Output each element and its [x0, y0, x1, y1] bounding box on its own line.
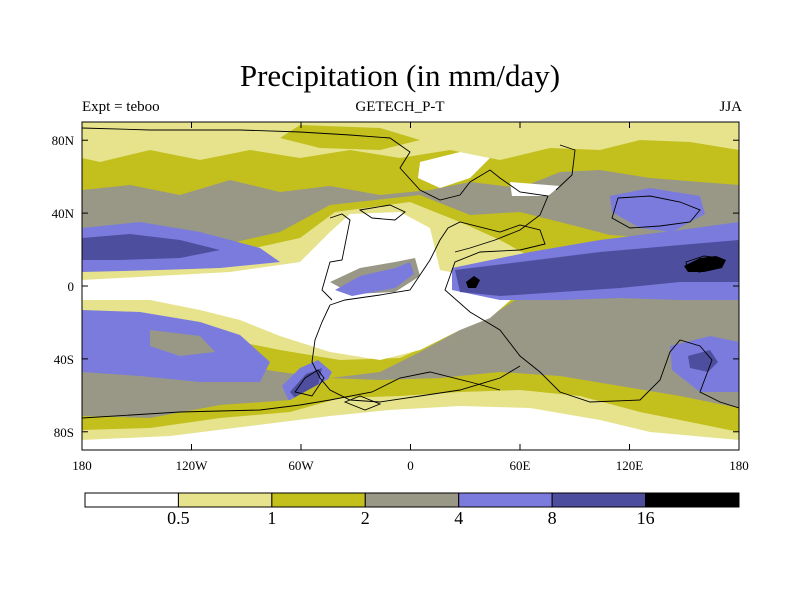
label-bar-swatch: [458, 492, 553, 508]
label-bar-swatch: [177, 492, 273, 508]
coastline-south-islands-2: [343, 395, 382, 411]
x-tick-label: 180: [72, 458, 92, 473]
precip-band-2-4-south-pacific: [150, 330, 215, 356]
x-tick-label: 0: [407, 458, 414, 473]
coastline-west-land: [358, 204, 406, 221]
chart-title: Precipitation (in mm/day): [239, 58, 561, 93]
label-bar-swatch: [364, 492, 460, 508]
y-tick-label: 40S: [54, 352, 74, 367]
coastline-gondwana: [329, 221, 739, 409]
coastline-tethys-west: [321, 213, 351, 301]
label-bar-swatch: [84, 492, 179, 508]
precip-band-1-2-arctic: [280, 125, 420, 150]
label-bar-level: 2: [361, 508, 370, 528]
precip-band-4-8-africa: [335, 262, 414, 296]
x-tick-label: 60W: [288, 458, 314, 473]
continent-outlines: [82, 127, 739, 419]
precip-band-lt05-antarctic: [82, 406, 739, 450]
label-bar-level: 4: [454, 508, 463, 528]
x-tick-label: 120W: [176, 458, 209, 473]
precip-band-4-8-east-small: [640, 200, 705, 218]
label-bar-swatch: [271, 492, 366, 508]
coastline-south-islands: [294, 369, 325, 397]
label-bar-level: 16: [637, 508, 655, 528]
y-tick-label: 40N: [52, 206, 75, 221]
precip-band-gt16-pacific: [684, 256, 726, 272]
coastline-south-america: [311, 304, 521, 403]
precip-band-lt05-north-asia: [418, 152, 490, 188]
precip-band-8-16-east-belt: [455, 240, 739, 296]
coastline-north: [82, 127, 549, 253]
precip-band-8-16-south-east: [688, 350, 718, 372]
y-tick-label: 80N: [52, 133, 75, 148]
season-label: JJA: [719, 99, 742, 115]
y-tick-label: 80S: [54, 425, 74, 440]
label-bar-swatch: [645, 492, 740, 508]
coastline-antarctic-shelf: [82, 371, 501, 419]
label-bar-level: 1: [267, 508, 276, 528]
label-bar-swatch: [551, 492, 647, 508]
precip-field: [82, 122, 739, 450]
coastline-pacific-island: [685, 255, 723, 273]
y-tick-label: 0: [68, 279, 75, 294]
precip-band-8-16-south-america: [290, 368, 322, 404]
precip-band-gt16-tethys: [466, 276, 480, 288]
coastline-east-island: [611, 195, 701, 229]
dataset-label: GETECH_P-T: [355, 99, 445, 115]
color-label-bar: 0.5 1 2 4 8 16: [84, 492, 740, 528]
x-tick-label: 180: [729, 458, 749, 473]
precip-band-lt05-subtropics: [82, 212, 520, 360]
coastline-east-asia: [555, 144, 576, 191]
map-axes: 180 120W 60W 0 60E 120E 180 80N 40N 0 40S 80S: [52, 122, 749, 473]
experiment-label: Expt = teboo: [82, 99, 160, 115]
label-bar-level: 0.5: [167, 508, 190, 528]
x-tick-label: 60E: [510, 458, 531, 473]
x-tick-label: 120E: [616, 458, 644, 473]
precip-band-8-16-north-pacific: [82, 234, 220, 260]
label-bar-level: 8: [548, 508, 557, 528]
